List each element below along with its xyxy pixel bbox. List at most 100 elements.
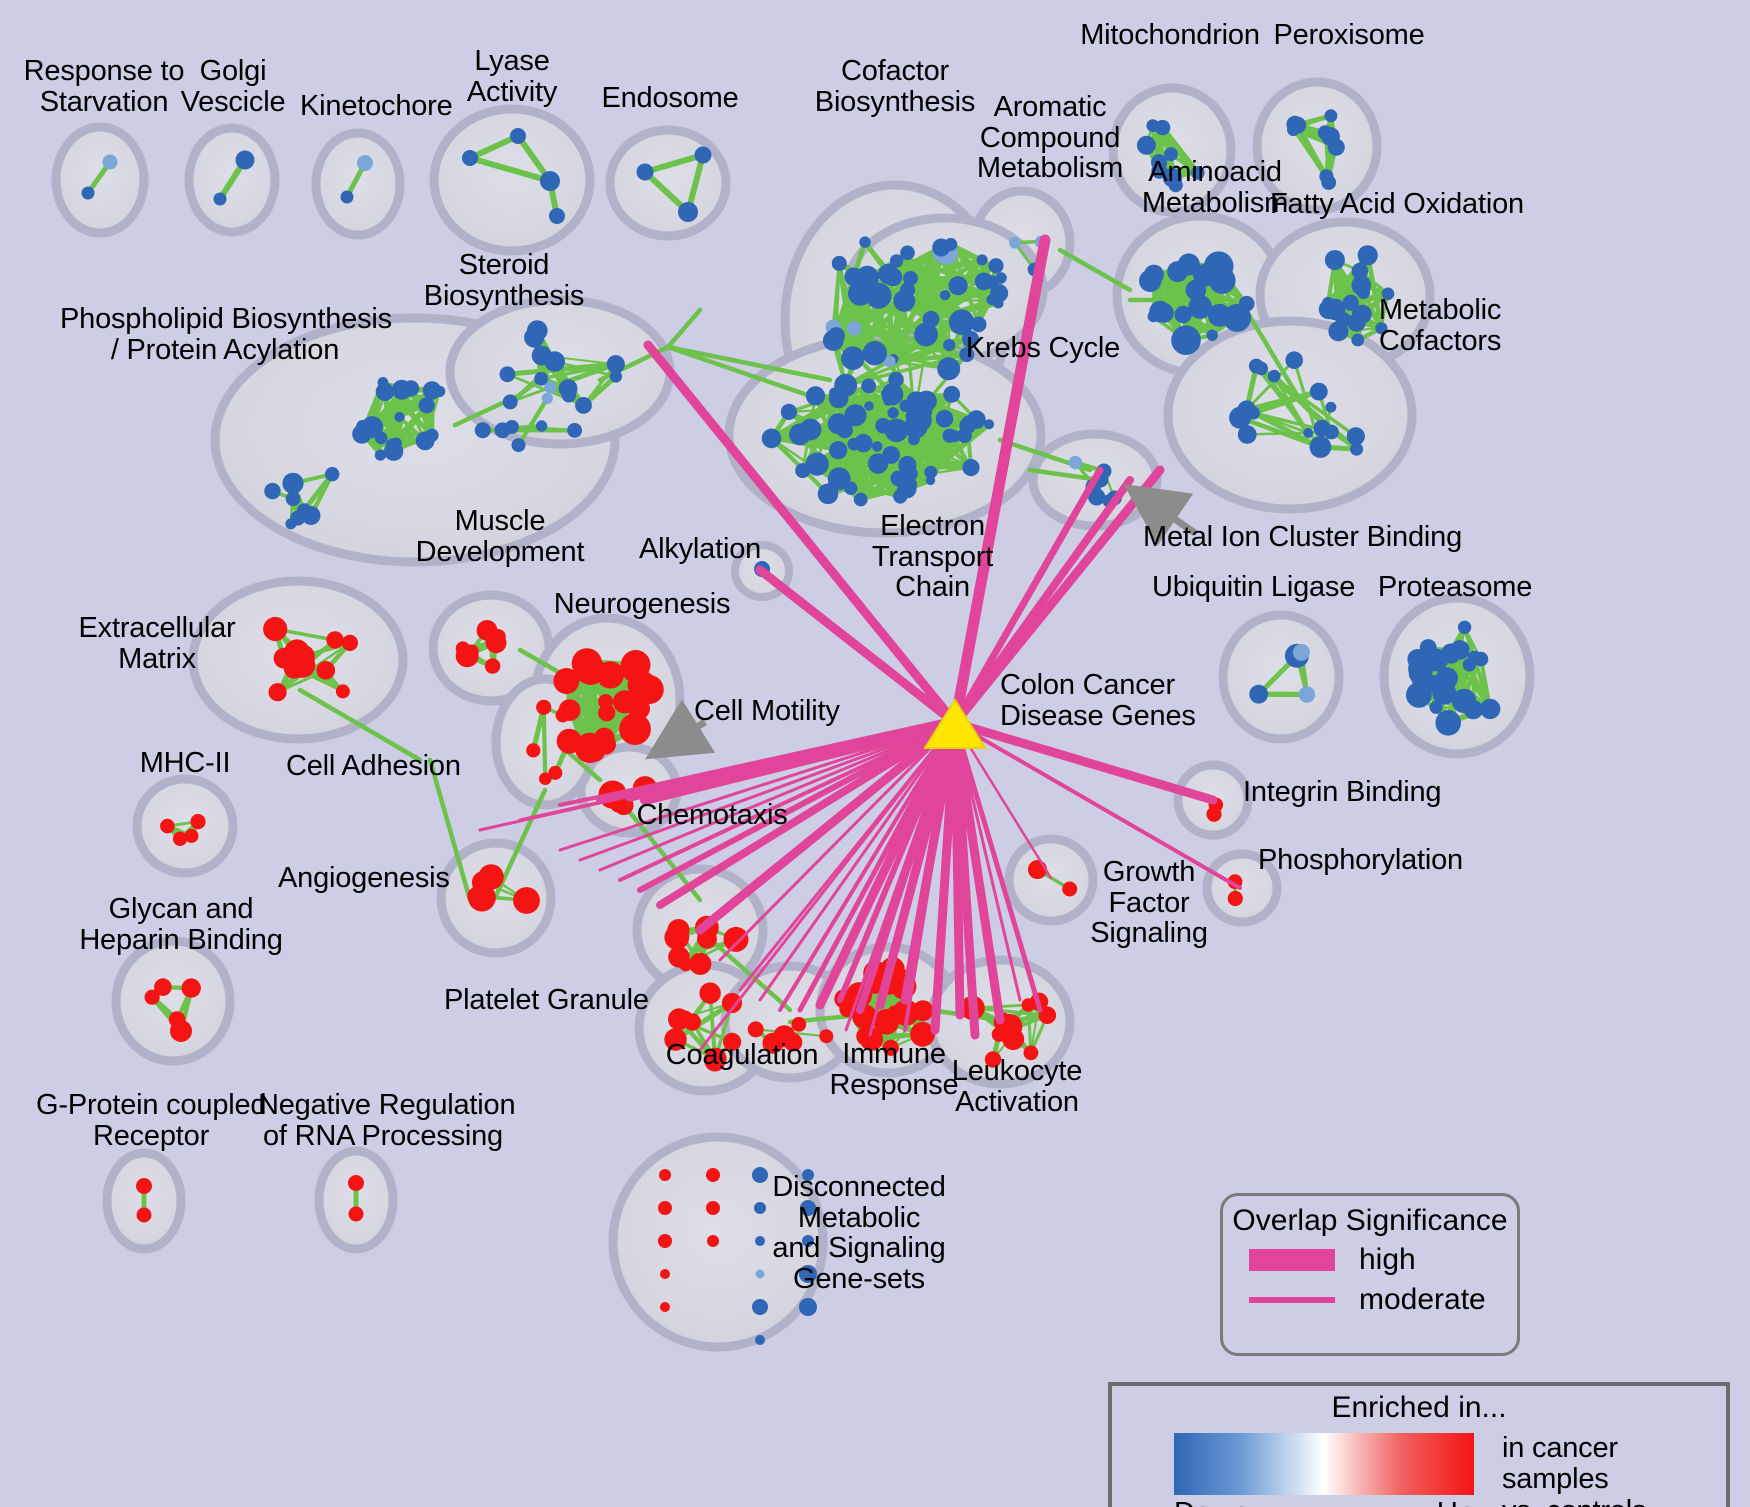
gene-set-node[interactable] bbox=[1424, 674, 1442, 692]
gene-set-node[interactable] bbox=[340, 190, 354, 204]
gene-set-node[interactable] bbox=[752, 1167, 768, 1183]
gene-set-node[interactable] bbox=[1375, 322, 1388, 335]
gene-set-node[interactable] bbox=[1154, 303, 1174, 323]
gene-set-node[interactable] bbox=[526, 743, 541, 758]
gene-set-node[interactable] bbox=[1457, 620, 1472, 634]
gene-set-node[interactable] bbox=[1151, 162, 1168, 179]
gene-set-node[interactable] bbox=[352, 424, 372, 444]
gene-set-node[interactable] bbox=[1237, 425, 1257, 444]
gene-set-node[interactable] bbox=[932, 238, 951, 257]
gene-set-node[interactable] bbox=[1473, 651, 1489, 667]
gene-set-node[interactable] bbox=[846, 321, 862, 336]
gene-set-node[interactable] bbox=[761, 428, 782, 449]
gene-set-node[interactable] bbox=[1023, 1045, 1039, 1061]
gene-set-node[interactable] bbox=[484, 658, 501, 674]
gene-set-node[interactable] bbox=[1324, 109, 1338, 123]
gene-set-node[interactable] bbox=[706, 1201, 720, 1215]
gene-set-node[interactable] bbox=[802, 1235, 814, 1247]
gene-set-node[interactable] bbox=[264, 482, 281, 500]
gene-set-node[interactable] bbox=[829, 441, 848, 460]
gene-set-node[interactable] bbox=[883, 396, 893, 406]
gene-set-node[interactable] bbox=[707, 1235, 719, 1247]
gene-set-node[interactable] bbox=[1351, 333, 1365, 347]
gene-set-node[interactable] bbox=[316, 661, 336, 680]
gene-set-node[interactable] bbox=[827, 327, 845, 345]
gene-set-node[interactable] bbox=[290, 510, 306, 526]
gene-set-node[interactable] bbox=[1352, 305, 1367, 321]
gene-set-node[interactable] bbox=[660, 1302, 670, 1312]
gene-set-node[interactable] bbox=[903, 466, 918, 482]
gene-set-node[interactable] bbox=[394, 411, 405, 423]
gene-set-node[interactable] bbox=[326, 631, 344, 649]
gene-set-node[interactable] bbox=[1285, 351, 1303, 370]
gene-set-node[interactable] bbox=[541, 392, 553, 404]
gene-set-node[interactable] bbox=[827, 467, 851, 491]
gene-set-node[interactable] bbox=[325, 467, 340, 482]
gene-set-node[interactable] bbox=[268, 683, 287, 702]
gene-set-node[interactable] bbox=[571, 648, 603, 679]
gene-set-node[interactable] bbox=[636, 163, 654, 181]
gene-set-node[interactable] bbox=[341, 634, 358, 652]
gene-set-node[interactable] bbox=[534, 371, 548, 386]
gene-set-node[interactable] bbox=[536, 699, 552, 715]
gene-set-node[interactable] bbox=[1292, 643, 1310, 661]
gene-set-node[interactable] bbox=[755, 1335, 765, 1345]
gene-set-node[interactable] bbox=[1191, 166, 1205, 180]
gene-set-node[interactable] bbox=[544, 381, 557, 394]
gene-set-node[interactable] bbox=[667, 919, 690, 942]
gene-set-node[interactable] bbox=[835, 392, 845, 402]
gene-set-node[interactable] bbox=[1206, 806, 1222, 822]
gene-set-node[interactable] bbox=[984, 1051, 1002, 1068]
gene-set-node[interactable] bbox=[628, 697, 650, 720]
gene-set-node[interactable] bbox=[900, 282, 916, 298]
gene-set-node[interactable] bbox=[906, 391, 927, 412]
colon-cancer-hub-triangle[interactable] bbox=[923, 698, 987, 749]
gene-set-node[interactable] bbox=[1429, 700, 1443, 714]
gene-set-node[interactable] bbox=[747, 1021, 764, 1038]
gene-set-node[interactable] bbox=[937, 357, 961, 381]
gene-set-node[interactable] bbox=[802, 1169, 814, 1181]
gene-set-node[interactable] bbox=[384, 441, 404, 461]
gene-set-node[interactable] bbox=[1350, 442, 1364, 456]
gene-set-node[interactable] bbox=[490, 629, 506, 645]
gene-set-node[interactable] bbox=[1381, 287, 1395, 301]
gene-set-node[interactable] bbox=[544, 351, 565, 372]
gene-set-node[interactable] bbox=[1206, 266, 1223, 283]
gene-set-node[interactable] bbox=[535, 420, 548, 432]
gene-set-node[interactable] bbox=[1168, 178, 1183, 193]
gene-set-node[interactable] bbox=[391, 379, 412, 400]
gene-set-node[interactable] bbox=[901, 295, 915, 310]
gene-set-node[interactable] bbox=[699, 982, 721, 1004]
gene-set-node[interactable] bbox=[943, 385, 961, 403]
gene-set-node[interactable] bbox=[1309, 382, 1328, 401]
gene-set-node[interactable] bbox=[1021, 998, 1035, 1012]
gene-set-node[interactable] bbox=[606, 355, 625, 374]
gene-set-node[interactable] bbox=[799, 1265, 817, 1283]
gene-set-node[interactable] bbox=[1435, 667, 1458, 690]
gene-set-node[interactable] bbox=[567, 423, 582, 438]
gene-set-node[interactable] bbox=[154, 978, 172, 996]
gene-set-node[interactable] bbox=[1319, 169, 1334, 184]
gene-set-node[interactable] bbox=[755, 1236, 765, 1246]
gene-set-node[interactable] bbox=[922, 310, 940, 328]
gene-set-node[interactable] bbox=[1002, 1028, 1025, 1051]
gene-set-node[interactable] bbox=[301, 506, 321, 525]
gene-set-node[interactable] bbox=[773, 1025, 796, 1048]
gene-set-node[interactable] bbox=[1248, 358, 1264, 374]
gene-set-node[interactable] bbox=[575, 397, 592, 414]
gene-set-node[interactable] bbox=[694, 146, 712, 164]
gene-set-node[interactable] bbox=[1068, 455, 1083, 470]
gene-set-node[interactable] bbox=[1088, 488, 1106, 506]
gene-set-node[interactable] bbox=[819, 1029, 834, 1044]
gene-set-node[interactable] bbox=[348, 1175, 364, 1191]
gene-set-node[interactable] bbox=[678, 1010, 693, 1025]
gene-set-node[interactable] bbox=[549, 208, 565, 224]
gene-set-node[interactable] bbox=[598, 704, 616, 722]
gene-set-node[interactable] bbox=[664, 1028, 687, 1051]
gene-set-node[interactable] bbox=[935, 409, 954, 428]
gene-set-node[interactable] bbox=[800, 1200, 816, 1216]
gene-set-node[interactable] bbox=[875, 417, 891, 434]
gene-set-node[interactable] bbox=[976, 254, 988, 266]
gene-set-node[interactable] bbox=[817, 483, 839, 505]
gene-set-node[interactable] bbox=[136, 1178, 152, 1194]
